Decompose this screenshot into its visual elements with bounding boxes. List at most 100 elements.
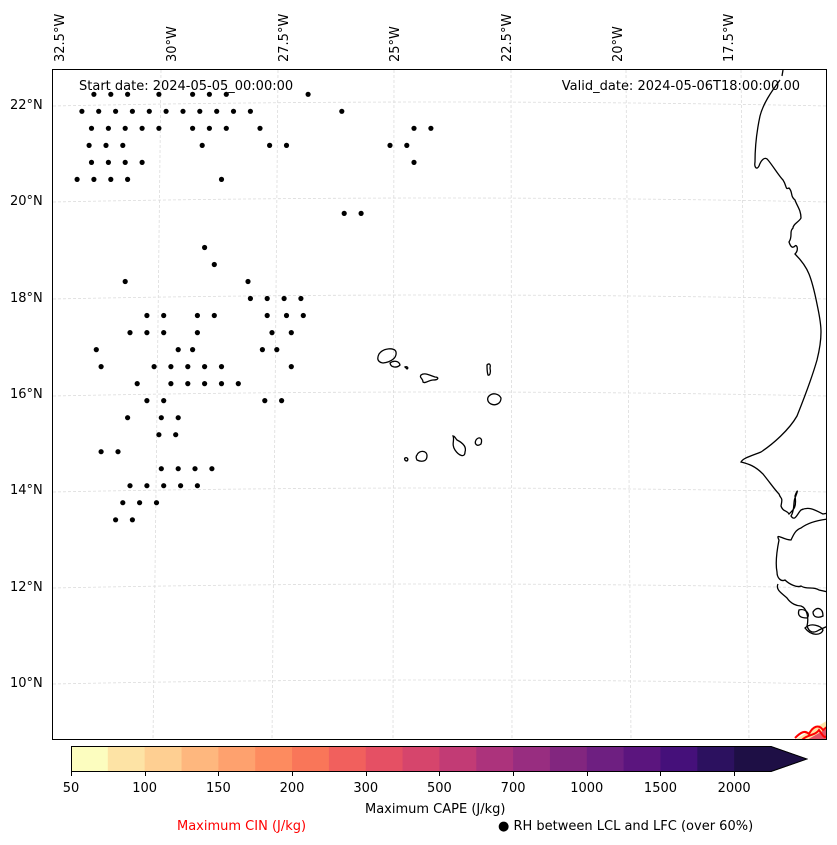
gridline-lat-16 — [53, 391, 826, 397]
rh-dot — [105, 125, 111, 131]
rh-dot — [175, 466, 181, 472]
rh-dot — [202, 381, 208, 387]
rh-dot — [88, 125, 95, 131]
rh-dot — [91, 91, 97, 97]
rh-dot — [86, 142, 92, 148]
colorbar-tick-label: 2000 — [717, 781, 751, 796]
cin-red-line — [801, 728, 826, 739]
rh-dot — [156, 125, 162, 131]
rh-dot — [168, 381, 174, 387]
cape-verde-boa-vista — [487, 393, 502, 406]
lat-tick-label: 20°N — [10, 194, 43, 209]
rh-dot — [96, 108, 102, 114]
colorbar-tick-label: 200 — [279, 781, 305, 796]
lon-tick-label: 32.5°W — [53, 13, 68, 62]
rh-dot — [411, 125, 417, 131]
colorbar-cell — [660, 746, 698, 772]
rh-dot — [113, 108, 119, 114]
rh-dot — [341, 210, 347, 216]
rh-dot — [283, 312, 290, 319]
rh-dot — [137, 500, 143, 506]
rh-dot — [428, 125, 434, 131]
rh-dot — [387, 142, 393, 148]
rh-dot — [175, 415, 181, 421]
rh-dot — [180, 108, 186, 114]
rh-dot — [194, 312, 200, 319]
rh-dot — [190, 125, 196, 131]
rh-dot — [161, 398, 167, 404]
rh-dot — [129, 108, 135, 114]
rh-dots — [74, 91, 434, 523]
colorbar-cell — [697, 746, 735, 772]
gridline-lat-12 — [53, 583, 826, 589]
colorbar-tick-label: 1500 — [643, 781, 678, 796]
rh-dot — [262, 398, 268, 404]
colorbar-cell — [255, 746, 293, 772]
rh-dot — [283, 142, 290, 148]
gridline-lon-20 — [625, 70, 632, 739]
rh-legend-label: ● RH between LCL and LFC (over 60%) — [498, 819, 754, 834]
map-panel[interactable]: Start date: 2024-05-05_00:00:00 Valid_da… — [52, 69, 827, 740]
rh-dot — [288, 364, 294, 370]
colorbar-tick-mark — [365, 772, 367, 776]
rh-dot — [129, 517, 135, 523]
rh-dot — [108, 91, 114, 97]
rh-dot — [190, 347, 196, 353]
rh-dot — [156, 432, 162, 438]
colorbar-cell — [586, 746, 625, 772]
rh-dot — [358, 210, 364, 216]
cape-fill-2 — [808, 729, 826, 739]
rh-dot — [125, 415, 131, 421]
rh-dot — [139, 125, 145, 131]
colorbar-tick-mark — [734, 772, 736, 776]
colorbar-tick-mark — [218, 772, 220, 776]
lon-tick-label: 20°W — [611, 26, 626, 62]
rh-dot — [209, 466, 215, 472]
rh-dot — [298, 295, 304, 302]
rh-dot — [211, 312, 217, 319]
cape-verde-brava — [403, 457, 409, 462]
rh-dot — [230, 108, 237, 114]
colorbar-tick-label: 300 — [353, 781, 379, 796]
rh-dot — [404, 142, 410, 148]
colorbar-tick-label: 700 — [500, 781, 526, 796]
rh-dot — [202, 244, 208, 251]
rh-dot — [161, 483, 167, 489]
rh-dot — [178, 483, 184, 489]
colorbar-cell — [513, 746, 551, 772]
cin-red-line — [794, 725, 826, 739]
colorbar-cell — [107, 746, 146, 772]
rh-dot — [74, 176, 80, 182]
africa-coast — [740, 70, 826, 519]
colorbar-cell — [623, 746, 661, 772]
rh-dot — [185, 381, 191, 387]
cape-verde-sal — [486, 363, 492, 376]
rh-dot — [218, 176, 225, 182]
gridline-lat-22 — [53, 101, 826, 107]
rh-dot — [161, 312, 167, 319]
rh-dot — [120, 142, 126, 148]
rh-dot — [146, 108, 152, 114]
rh-dot — [218, 364, 225, 370]
colorbar-tick-mark — [144, 772, 146, 776]
cin-legend-label: Maximum CIN (J/kg) — [177, 819, 307, 834]
rh-dot — [339, 108, 345, 114]
colorbar-tick-label: 150 — [205, 781, 231, 796]
rh-dot — [274, 347, 280, 353]
cape-verde-santo-antao — [377, 348, 397, 364]
rh-dot — [235, 381, 241, 387]
rh-dot — [144, 312, 150, 319]
gridline-lat-18 — [53, 294, 826, 300]
rh-dot — [120, 500, 126, 506]
gridline-lon-22.5 — [510, 70, 513, 739]
rh-dot — [300, 312, 306, 319]
colorbar-cell — [292, 746, 330, 772]
rh-dot — [259, 347, 265, 353]
colorbar — [71, 746, 808, 772]
rh-dot — [279, 398, 285, 404]
rh-dot — [122, 159, 128, 165]
colorbar-cell — [144, 746, 183, 772]
lon-tick-label: 30°W — [165, 26, 180, 62]
rh-dot — [267, 142, 273, 148]
rh-dot — [264, 295, 270, 302]
